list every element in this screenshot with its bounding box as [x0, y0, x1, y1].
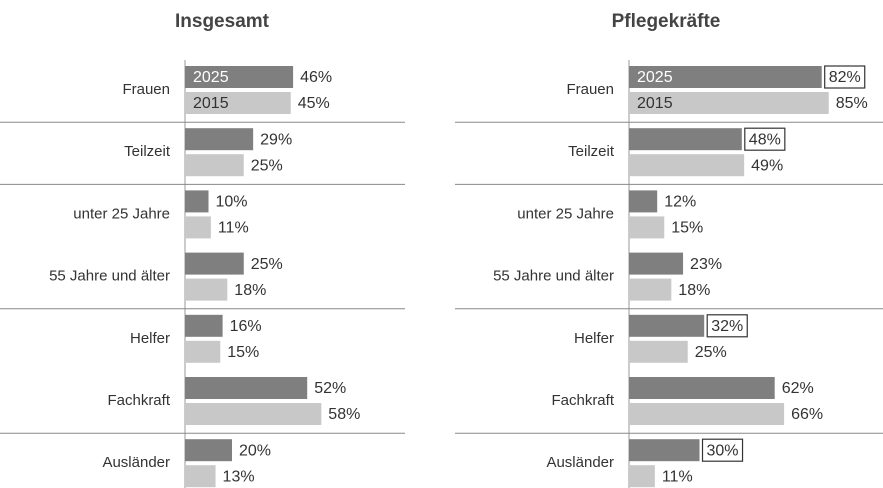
category-label: Frauen	[566, 81, 614, 98]
value-label: 16%	[230, 318, 262, 335]
category-label: Teilzeit	[124, 143, 171, 160]
value-label: 58%	[328, 406, 360, 423]
category-label: Helfer	[574, 330, 614, 347]
bar	[185, 377, 308, 399]
category-label: Ausländer	[546, 454, 614, 471]
series-name: 2025	[193, 69, 229, 86]
chart-title: Insgesamt	[175, 11, 270, 32]
label-box	[744, 127, 786, 151]
value-label: 18%	[678, 282, 710, 299]
bar	[629, 465, 655, 488]
value-label: 46%	[300, 69, 332, 86]
category-label: 55 Jahre und älter	[49, 268, 170, 285]
value-label: 66%	[791, 406, 823, 423]
value-label: 11%	[662, 468, 693, 485]
chart-title: Pflegekräfte	[612, 11, 721, 32]
bar	[185, 154, 244, 177]
value-label: 32%	[711, 318, 743, 335]
bar	[629, 278, 672, 301]
value-label: 11%	[218, 220, 249, 237]
value-label: 13%	[223, 468, 255, 485]
category-label: unter 25 Jahre	[517, 205, 614, 222]
value-label: 25%	[251, 157, 283, 174]
category-label: Ausländer	[102, 454, 170, 471]
series-name: 2015	[193, 95, 229, 112]
value-label: 48%	[749, 131, 781, 148]
bar	[629, 66, 822, 88]
bar	[629, 216, 665, 239]
category-label: Frauen	[122, 81, 170, 98]
bar	[629, 377, 775, 399]
value-label: 49%	[751, 157, 783, 174]
bar	[185, 92, 291, 114]
value-label: 29%	[260, 131, 292, 148]
bar	[629, 340, 688, 363]
value-label: 12%	[664, 194, 696, 211]
series-name: 2025	[637, 69, 673, 86]
value-label: 15%	[227, 344, 259, 361]
bar	[185, 278, 228, 301]
bar	[629, 403, 785, 425]
bar	[185, 66, 294, 88]
value-label: 23%	[690, 256, 722, 273]
bar	[629, 439, 700, 462]
label-box	[701, 438, 744, 462]
value-label: 52%	[314, 380, 346, 397]
category-label: Teilzeit	[568, 143, 615, 160]
value-label: 30%	[707, 442, 739, 459]
bar	[185, 128, 254, 151]
value-label: 85%	[836, 95, 868, 112]
category-label: 55 Jahre und älter	[493, 268, 614, 285]
value-label: 82%	[829, 69, 861, 86]
category-label: Fachkraft	[551, 392, 614, 409]
value-label: 62%	[782, 380, 814, 397]
bar	[185, 252, 244, 275]
bar	[185, 190, 209, 213]
bar	[629, 154, 745, 177]
category-label: Fachkraft	[107, 392, 170, 409]
bar	[629, 252, 684, 275]
value-label: 25%	[695, 344, 727, 361]
bar	[185, 340, 221, 363]
value-label: 20%	[239, 442, 271, 459]
bar	[185, 216, 211, 239]
bar	[629, 190, 658, 213]
label-box	[824, 65, 866, 89]
category-label: Helfer	[130, 330, 170, 347]
value-label: 25%	[251, 256, 283, 273]
bar	[629, 314, 705, 337]
value-label: 45%	[298, 95, 330, 112]
category-label: unter 25 Jahre	[73, 205, 170, 222]
bar	[185, 403, 322, 425]
series-name: 2015	[637, 95, 673, 112]
label-box	[706, 314, 748, 338]
bar	[629, 128, 742, 151]
value-label: 18%	[234, 282, 266, 299]
bar	[185, 314, 223, 337]
value-label: 15%	[671, 220, 703, 237]
bar	[629, 92, 829, 114]
value-label: 10%	[216, 194, 248, 211]
bar	[185, 439, 232, 462]
bar	[185, 465, 216, 488]
